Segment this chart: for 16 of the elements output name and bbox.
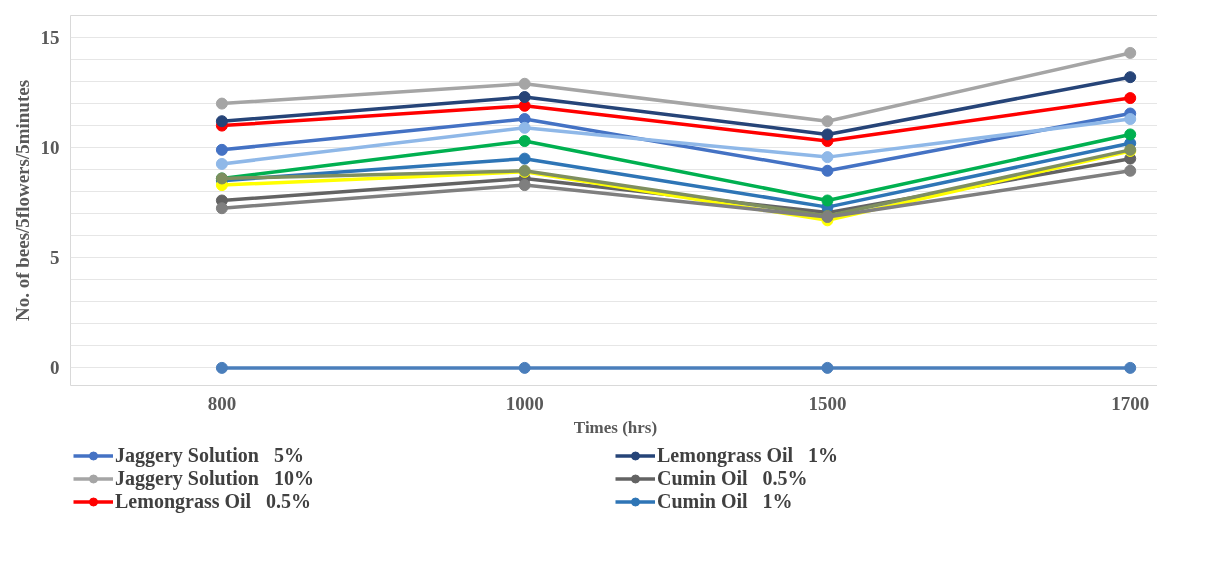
x-axis-title: Times (hrs): [573, 417, 658, 437]
legend-label: Jaggery Solution 5%: [115, 443, 305, 467]
legend-label: Cumin Oil 1%: [657, 489, 794, 513]
y-tick-label: 0: [50, 357, 60, 379]
y-tick-label: 15: [40, 27, 60, 49]
x-tick-label: 800: [207, 392, 237, 414]
legend-label: Lemongrass Oil 1%: [657, 443, 840, 467]
y-axis-title: No. of bees/5flowers/5minutes: [11, 79, 33, 322]
x-tick-label: 1000: [505, 392, 544, 414]
legend-label: Jaggery Solution 10%: [115, 466, 315, 490]
legend-label: Lemongrass Oil 0.5%: [115, 489, 313, 513]
x-tick-label: 1700: [1111, 392, 1150, 414]
y-tick-label: 5: [50, 247, 60, 269]
y-tick-label: 10: [40, 137, 60, 159]
x-tick-label: 1500: [808, 392, 847, 414]
legend-label: Cumin Oil 0.5%: [657, 466, 809, 490]
